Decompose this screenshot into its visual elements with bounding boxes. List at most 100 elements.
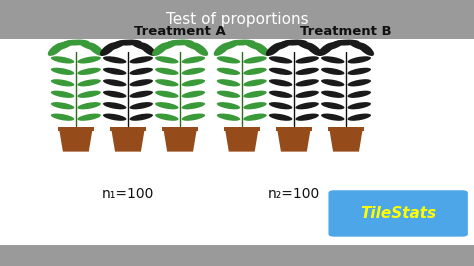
Ellipse shape	[155, 114, 179, 121]
Ellipse shape	[157, 40, 179, 51]
Ellipse shape	[77, 68, 101, 75]
Ellipse shape	[217, 114, 240, 121]
Ellipse shape	[88, 43, 104, 56]
Polygon shape	[111, 128, 145, 152]
Ellipse shape	[318, 43, 334, 56]
Ellipse shape	[51, 68, 74, 75]
Ellipse shape	[347, 114, 371, 121]
Ellipse shape	[77, 91, 101, 98]
Ellipse shape	[51, 56, 74, 64]
Ellipse shape	[129, 56, 153, 64]
Ellipse shape	[100, 43, 116, 56]
Polygon shape	[59, 128, 93, 152]
Ellipse shape	[243, 79, 267, 86]
Ellipse shape	[214, 43, 230, 56]
Ellipse shape	[77, 79, 101, 86]
FancyBboxPatch shape	[327, 189, 469, 238]
Ellipse shape	[243, 56, 267, 64]
Ellipse shape	[155, 68, 179, 75]
Ellipse shape	[103, 79, 127, 86]
Ellipse shape	[182, 91, 205, 98]
Ellipse shape	[347, 79, 371, 86]
Ellipse shape	[155, 79, 179, 86]
Ellipse shape	[155, 56, 179, 64]
Ellipse shape	[321, 79, 345, 86]
Ellipse shape	[321, 68, 345, 75]
Ellipse shape	[243, 91, 267, 98]
Ellipse shape	[358, 43, 374, 56]
Ellipse shape	[192, 43, 208, 56]
Ellipse shape	[77, 102, 101, 109]
Bar	[162, 127, 198, 131]
Ellipse shape	[295, 56, 319, 64]
Text: Test of proportions: Test of proportions	[166, 12, 308, 27]
Ellipse shape	[182, 102, 205, 109]
Polygon shape	[163, 128, 197, 152]
Ellipse shape	[152, 43, 168, 56]
Ellipse shape	[269, 79, 292, 86]
Ellipse shape	[243, 68, 267, 75]
Ellipse shape	[254, 43, 270, 56]
Ellipse shape	[217, 68, 240, 75]
Ellipse shape	[295, 40, 317, 51]
Ellipse shape	[269, 114, 292, 121]
Ellipse shape	[129, 114, 153, 121]
Ellipse shape	[269, 56, 292, 64]
Ellipse shape	[77, 40, 99, 51]
Ellipse shape	[295, 91, 319, 98]
Ellipse shape	[105, 40, 127, 51]
Ellipse shape	[347, 68, 371, 75]
Ellipse shape	[347, 91, 371, 98]
Ellipse shape	[347, 56, 371, 64]
Ellipse shape	[140, 43, 156, 56]
Ellipse shape	[295, 79, 319, 86]
Ellipse shape	[243, 102, 267, 109]
Ellipse shape	[51, 114, 74, 121]
Ellipse shape	[321, 114, 345, 121]
Ellipse shape	[51, 79, 74, 86]
Ellipse shape	[77, 56, 101, 64]
Ellipse shape	[129, 68, 153, 75]
Polygon shape	[277, 128, 311, 152]
Bar	[110, 127, 146, 131]
Bar	[276, 127, 312, 131]
Ellipse shape	[295, 102, 319, 109]
Ellipse shape	[321, 56, 345, 64]
Ellipse shape	[280, 40, 308, 45]
Ellipse shape	[243, 40, 264, 51]
Ellipse shape	[219, 40, 241, 51]
Ellipse shape	[155, 91, 179, 98]
Ellipse shape	[228, 40, 255, 45]
Ellipse shape	[103, 102, 127, 109]
Polygon shape	[329, 128, 363, 152]
Ellipse shape	[295, 114, 319, 121]
Ellipse shape	[62, 40, 90, 45]
Ellipse shape	[306, 43, 322, 56]
Ellipse shape	[321, 102, 345, 109]
Ellipse shape	[129, 91, 153, 98]
Ellipse shape	[129, 102, 153, 109]
Ellipse shape	[217, 102, 240, 109]
Ellipse shape	[269, 68, 292, 75]
Ellipse shape	[182, 79, 205, 86]
Ellipse shape	[182, 56, 205, 64]
Ellipse shape	[166, 40, 194, 45]
Ellipse shape	[271, 40, 293, 51]
Bar	[0, 245, 474, 266]
Ellipse shape	[269, 102, 292, 109]
Ellipse shape	[217, 56, 240, 64]
Text: Treatment B: Treatment B	[300, 26, 392, 38]
Text: n₁=100: n₁=100	[102, 187, 154, 201]
Bar	[328, 127, 364, 131]
Bar	[0, 0, 474, 39]
Text: n₂=100: n₂=100	[268, 187, 320, 201]
Ellipse shape	[295, 68, 319, 75]
Ellipse shape	[217, 91, 240, 98]
Ellipse shape	[155, 102, 179, 109]
Ellipse shape	[48, 43, 64, 56]
Ellipse shape	[347, 102, 371, 109]
Ellipse shape	[243, 114, 267, 121]
Ellipse shape	[129, 79, 153, 86]
Ellipse shape	[129, 40, 151, 51]
Ellipse shape	[103, 91, 127, 98]
